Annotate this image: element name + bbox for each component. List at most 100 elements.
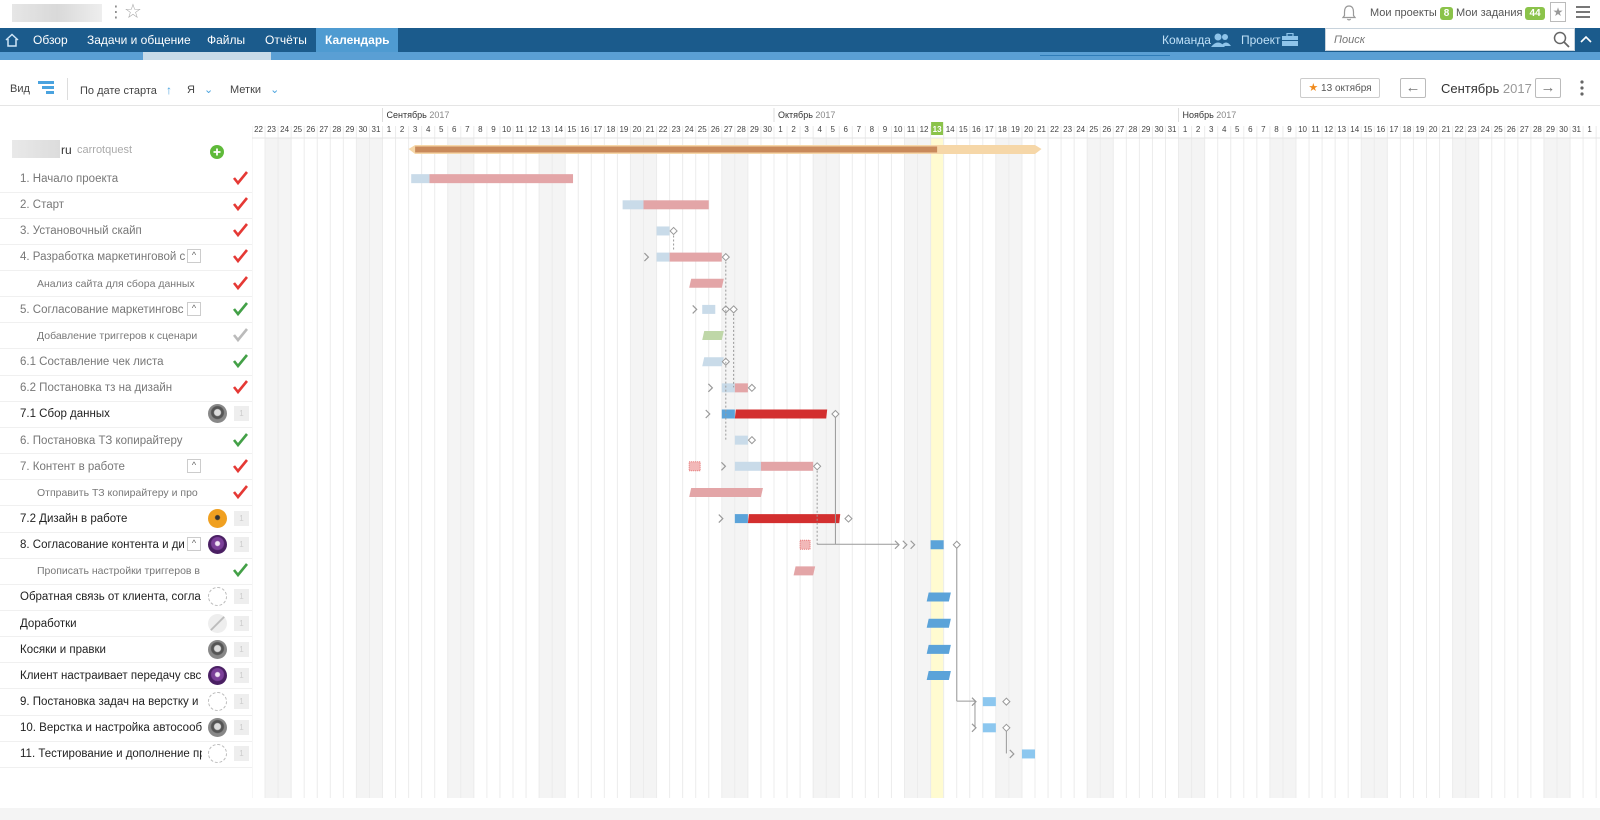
task-row[interactable]: 8. Согласование контента и ди ^ 1 bbox=[0, 532, 252, 559]
task-row[interactable]: 7.2 Дизайн в работе 1 bbox=[0, 506, 252, 533]
day-label[interactable]: 27 bbox=[1115, 125, 1124, 134]
task-row[interactable]: 10. Верстка и настройка автосооб 1 bbox=[0, 715, 252, 742]
task-name[interactable]: 8. Согласование контента и ди bbox=[20, 539, 185, 552]
day-label[interactable]: 31 bbox=[372, 125, 381, 134]
day-label[interactable]: 18 bbox=[1402, 125, 1411, 134]
tab-tasks[interactable]: Задачи и общение bbox=[87, 33, 191, 47]
tab-reports[interactable]: Отчёты bbox=[265, 33, 307, 47]
day-label[interactable]: 4 bbox=[426, 125, 431, 134]
red-checkmark-icon[interactable] bbox=[232, 484, 248, 500]
red-checkmark-icon[interactable] bbox=[232, 379, 248, 395]
task-name[interactable]: 7.1 Сбор данных bbox=[20, 408, 110, 421]
day-label[interactable]: 1 bbox=[387, 125, 392, 134]
task-name[interactable]: Отправить ТЗ копирайтеру и про bbox=[37, 486, 198, 499]
day-label[interactable]: 19 bbox=[1011, 125, 1020, 134]
project-title-blurred[interactable] bbox=[12, 4, 102, 22]
red-checkmark-icon[interactable] bbox=[232, 248, 248, 264]
day-label[interactable]: 11 bbox=[515, 125, 524, 134]
task-bar-active[interactable] bbox=[734, 409, 828, 419]
task-name[interactable]: 6.1 Составление чек листа bbox=[20, 356, 164, 369]
task-row[interactable]: Анализ сайта для сбора данных bbox=[0, 271, 252, 298]
day-label[interactable]: 25 bbox=[698, 125, 707, 134]
day-label[interactable]: 4 bbox=[1222, 125, 1227, 134]
day-label[interactable]: 30 bbox=[1559, 125, 1568, 134]
task-name[interactable]: 6.2 Постановка тз на дизайн bbox=[20, 382, 173, 395]
assignee-avatar[interactable] bbox=[208, 718, 227, 738]
day-label[interactable]: 16 bbox=[1376, 125, 1385, 134]
day-label[interactable]: 5 bbox=[439, 125, 444, 134]
day-label[interactable]: 8 bbox=[1274, 125, 1279, 134]
day-label[interactable]: 5 bbox=[830, 125, 835, 134]
day-label[interactable]: 2 bbox=[791, 125, 796, 134]
day-label[interactable]: 25 bbox=[293, 125, 302, 134]
task-bar-done[interactable] bbox=[643, 200, 709, 210]
task-name[interactable]: Анализ сайта для сбора данных bbox=[37, 277, 195, 290]
task-row[interactable]: Отправить ТЗ копирайтеру и про bbox=[0, 480, 252, 507]
day-label[interactable]: 23 bbox=[1063, 125, 1072, 134]
day-label[interactable]: 7 bbox=[857, 125, 862, 134]
task-bar-done[interactable] bbox=[689, 487, 763, 497]
task-bar-active[interactable] bbox=[926, 618, 951, 628]
task-bar-done[interactable] bbox=[689, 278, 724, 288]
day-label[interactable]: 28 bbox=[332, 125, 341, 134]
task-bar-done[interactable] bbox=[656, 226, 670, 236]
assignee-avatar[interactable] bbox=[208, 404, 227, 424]
task-name[interactable]: Прописать настройки триггеров в bbox=[37, 565, 200, 578]
task-bar-active[interactable] bbox=[747, 514, 841, 524]
assignee-avatar[interactable] bbox=[208, 508, 227, 528]
task-bar-active[interactable] bbox=[721, 409, 735, 419]
tab-calendar[interactable]: Календарь bbox=[316, 28, 398, 52]
day-label[interactable]: 17 bbox=[985, 125, 994, 134]
task-row[interactable]: Доработки 1 bbox=[0, 611, 252, 638]
prev-month-button[interactable]: ← bbox=[1400, 78, 1426, 98]
task-bar-done[interactable] bbox=[721, 383, 735, 393]
day-label[interactable]: 21 bbox=[1037, 125, 1046, 134]
task-name[interactable]: 3. Установочный скайп bbox=[20, 225, 142, 238]
day-label[interactable]: 20 bbox=[1024, 125, 1033, 134]
day-label[interactable]: 27 bbox=[319, 125, 328, 134]
day-label[interactable]: 13 bbox=[933, 125, 942, 134]
red-checkmark-icon[interactable] bbox=[232, 458, 248, 474]
project-more-icon[interactable]: ⋮ bbox=[108, 4, 124, 21]
milestone-diamond[interactable] bbox=[721, 305, 731, 314]
task-row[interactable]: 6.2 Постановка тз на дизайн bbox=[0, 375, 252, 402]
day-label[interactable]: 21 bbox=[646, 125, 655, 134]
briefcase-icon[interactable] bbox=[1281, 33, 1299, 47]
day-label[interactable]: 12 bbox=[528, 125, 537, 134]
day-label[interactable]: 19 bbox=[619, 125, 628, 134]
assignee-avatar[interactable] bbox=[208, 665, 227, 685]
task-row[interactable]: 11. Тестирование и дополнение пр 1 bbox=[0, 741, 252, 768]
milestone-diamond[interactable] bbox=[669, 226, 678, 236]
main-menu-icon[interactable] bbox=[1574, 3, 1592, 21]
task-name[interactable]: 9. Постановка задач на верстку и bbox=[20, 696, 199, 708]
my-tasks-link[interactable]: Мои задания 44 bbox=[1456, 7, 1545, 20]
day-label[interactable]: 23 bbox=[1468, 125, 1477, 134]
task-bar-planned[interactable] bbox=[982, 723, 996, 733]
day-label[interactable]: 12 bbox=[1324, 125, 1333, 134]
day-label[interactable]: 15 bbox=[567, 125, 576, 134]
day-label[interactable]: 9 bbox=[1287, 125, 1292, 134]
today-button[interactable]: ★ 13 октября bbox=[1300, 78, 1380, 98]
day-label[interactable]: 21 bbox=[1442, 125, 1451, 134]
day-label[interactable]: 13 bbox=[1337, 125, 1346, 134]
tab-overview[interactable]: Обзор bbox=[33, 33, 68, 47]
task-bar-active[interactable] bbox=[926, 592, 951, 602]
day-label[interactable]: 24 bbox=[685, 125, 694, 134]
task-bar-done[interactable] bbox=[734, 383, 748, 393]
home-icon[interactable] bbox=[4, 32, 20, 48]
day-label[interactable]: 28 bbox=[1533, 125, 1542, 134]
day-label[interactable]: 2 bbox=[1196, 125, 1201, 134]
collapse-header-icon[interactable] bbox=[1578, 32, 1594, 48]
add-assignee-icon[interactable] bbox=[208, 587, 227, 607]
sort-by-start-button[interactable]: По дате старта ↑ bbox=[80, 83, 172, 97]
unassigned-avatar[interactable] bbox=[208, 613, 227, 633]
day-label[interactable]: 25 bbox=[1089, 125, 1098, 134]
day-label[interactable]: 30 bbox=[1155, 125, 1164, 134]
red-checkmark-icon[interactable] bbox=[232, 275, 248, 291]
day-label[interactable]: 29 bbox=[1546, 125, 1555, 134]
day-label[interactable]: 17 bbox=[1389, 125, 1398, 134]
day-label[interactable]: 15 bbox=[1363, 125, 1372, 134]
day-label[interactable]: 20 bbox=[1429, 125, 1438, 134]
task-bar-done[interactable] bbox=[622, 200, 644, 210]
day-label[interactable]: 15 bbox=[959, 125, 968, 134]
